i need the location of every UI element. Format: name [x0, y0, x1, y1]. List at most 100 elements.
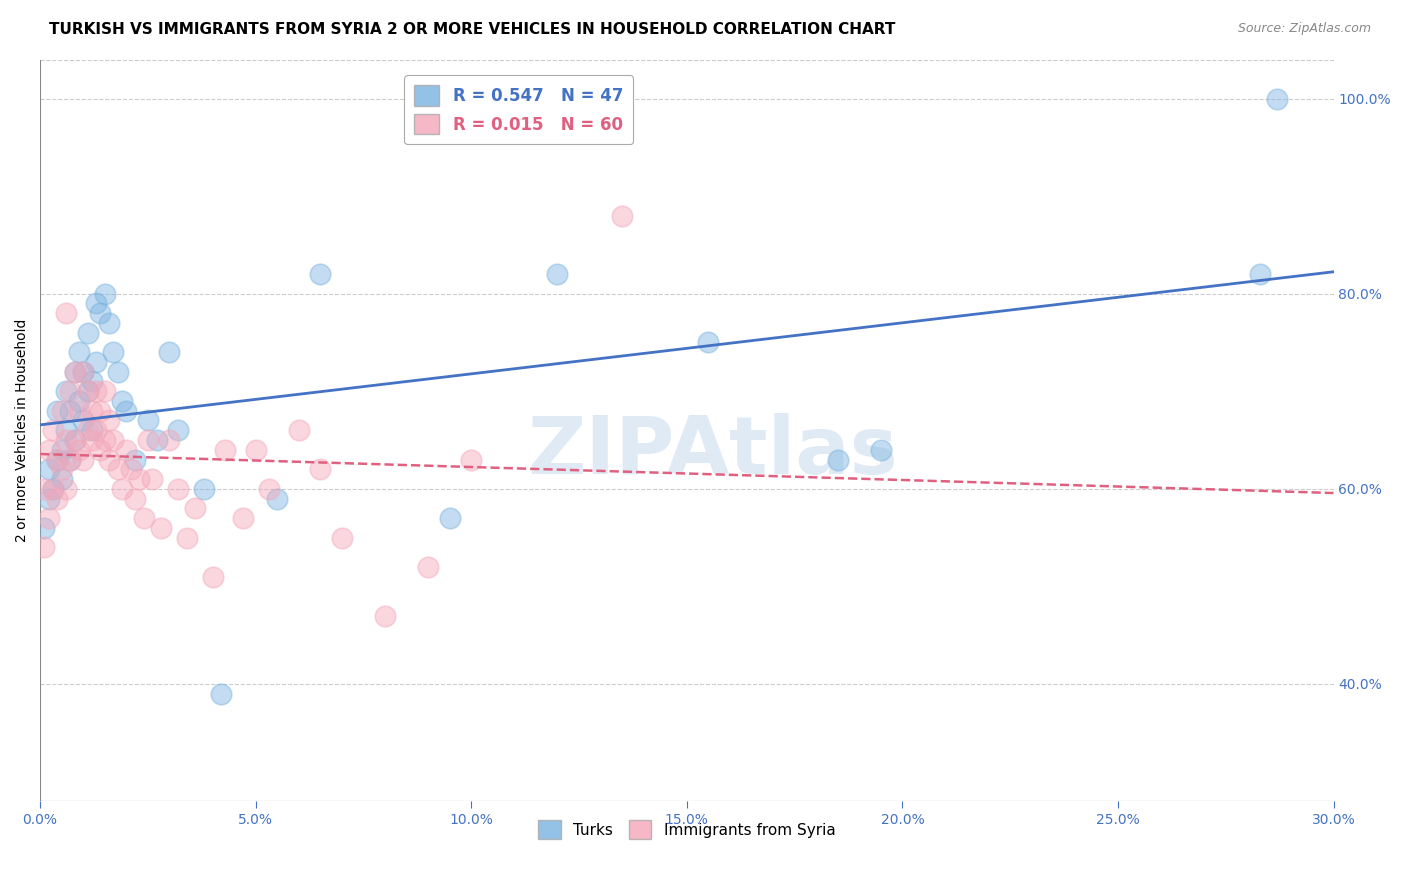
Legend: Turks, Immigrants from Syria: Turks, Immigrants from Syria	[531, 814, 842, 845]
Point	[98, 413, 121, 427]
Point	[67, 394, 90, 409]
Point	[115, 442, 138, 457]
Point	[167, 423, 190, 437]
Point	[1267, 92, 1289, 106]
Point	[72, 365, 94, 379]
Point	[59, 452, 82, 467]
Point	[167, 482, 190, 496]
Point	[51, 472, 73, 486]
Point	[145, 433, 167, 447]
Point	[245, 442, 267, 457]
Point	[89, 442, 111, 457]
Point	[46, 452, 69, 467]
Point	[201, 569, 224, 583]
Point	[120, 462, 142, 476]
Point	[46, 403, 69, 417]
Point	[214, 442, 236, 457]
Point	[51, 442, 73, 457]
Point	[67, 345, 90, 359]
Point	[136, 433, 159, 447]
Point	[98, 452, 121, 467]
Point	[55, 482, 77, 496]
Point	[76, 384, 98, 399]
Point	[59, 403, 82, 417]
Text: ZIPAtlas: ZIPAtlas	[527, 414, 898, 491]
Point	[84, 355, 107, 369]
Point	[103, 345, 125, 359]
Point	[827, 452, 849, 467]
Point	[141, 472, 163, 486]
Point	[374, 608, 396, 623]
Point	[76, 423, 98, 437]
Point	[38, 442, 60, 457]
Point	[34, 482, 56, 496]
Point	[80, 375, 103, 389]
Point	[42, 423, 65, 437]
Text: TURKISH VS IMMIGRANTS FROM SYRIA 2 OR MORE VEHICLES IN HOUSEHOLD CORRELATION CHA: TURKISH VS IMMIGRANTS FROM SYRIA 2 OR MO…	[49, 22, 896, 37]
Point	[257, 482, 280, 496]
Point	[209, 687, 232, 701]
Point	[51, 403, 73, 417]
Point	[107, 462, 129, 476]
Point	[124, 452, 146, 467]
Point	[89, 403, 111, 417]
Point	[63, 365, 86, 379]
Point	[42, 482, 65, 496]
Point	[176, 531, 198, 545]
Point	[111, 482, 134, 496]
Text: Source: ZipAtlas.com: Source: ZipAtlas.com	[1237, 22, 1371, 36]
Point	[89, 306, 111, 320]
Point	[84, 296, 107, 310]
Point	[34, 541, 56, 555]
Point	[42, 482, 65, 496]
Point	[76, 384, 98, 399]
Point	[184, 501, 207, 516]
Point	[80, 423, 103, 437]
Point	[1249, 267, 1271, 281]
Point	[266, 491, 288, 506]
Point	[59, 452, 82, 467]
Point	[309, 267, 332, 281]
Point	[418, 559, 440, 574]
Point	[46, 452, 69, 467]
Point	[84, 423, 107, 437]
Y-axis label: 2 or more Vehicles in Household: 2 or more Vehicles in Household	[15, 318, 30, 542]
Point	[136, 413, 159, 427]
Point	[149, 521, 172, 535]
Point	[193, 482, 215, 496]
Point	[55, 423, 77, 437]
Point	[34, 521, 56, 535]
Point	[63, 433, 86, 447]
Point	[115, 403, 138, 417]
Point	[63, 433, 86, 447]
Point	[103, 433, 125, 447]
Point	[439, 511, 461, 525]
Point	[72, 365, 94, 379]
Point	[67, 442, 90, 457]
Point	[124, 491, 146, 506]
Point	[55, 433, 77, 447]
Point	[94, 433, 117, 447]
Point	[72, 452, 94, 467]
Point	[84, 384, 107, 399]
Point	[460, 452, 482, 467]
Point	[128, 472, 150, 486]
Point	[232, 511, 254, 525]
Point	[63, 365, 86, 379]
Point	[869, 442, 891, 457]
Point	[59, 384, 82, 399]
Point	[159, 345, 181, 359]
Point	[546, 267, 568, 281]
Point	[55, 384, 77, 399]
Point	[159, 433, 181, 447]
Point	[72, 413, 94, 427]
Point	[38, 511, 60, 525]
Point	[288, 423, 311, 437]
Point	[107, 365, 129, 379]
Point	[46, 491, 69, 506]
Point	[67, 403, 90, 417]
Point	[80, 403, 103, 417]
Point	[697, 335, 720, 350]
Point	[330, 531, 353, 545]
Point	[98, 316, 121, 330]
